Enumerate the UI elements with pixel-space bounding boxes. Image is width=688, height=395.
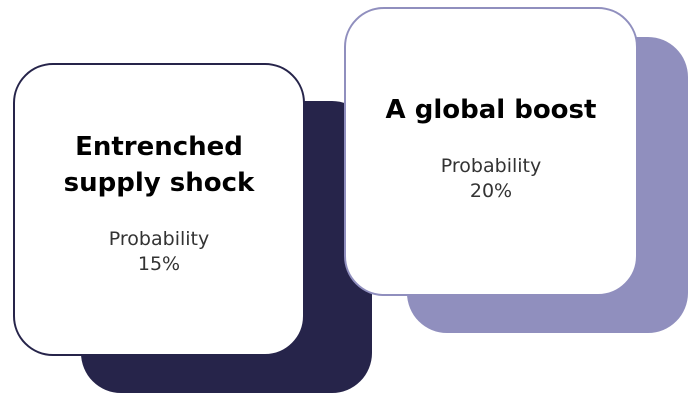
probability-value: 20% bbox=[469, 180, 513, 202]
probability-value: 15% bbox=[137, 253, 181, 275]
probability-label: Probability bbox=[108, 228, 210, 250]
scenario-title: Entrenched supply shock bbox=[63, 132, 255, 198]
probability-label: Probability bbox=[440, 155, 542, 177]
scenario-title: A global boost bbox=[385, 95, 597, 125]
scenario-card-global-boost: A global boost Probability 20% bbox=[344, 7, 638, 296]
scenario-card-entrenched-supply-shock: Entrenched supply shock Probability 15% bbox=[13, 63, 305, 356]
